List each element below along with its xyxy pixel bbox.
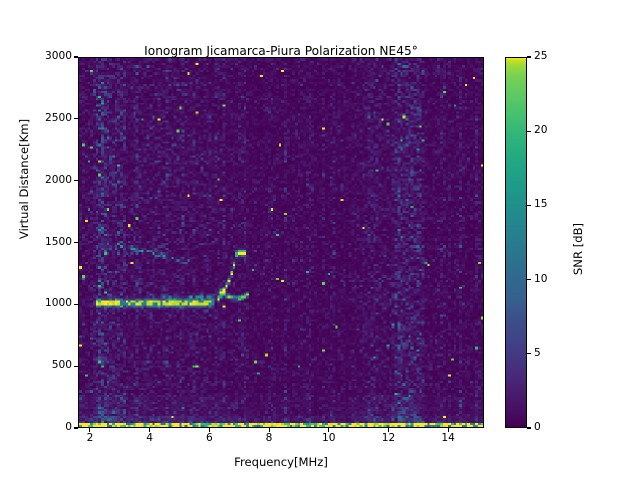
x-tick-mark <box>89 428 91 432</box>
colorbar-tick-label: 5 <box>534 346 541 359</box>
colorbar-tick-label: 0 <box>534 421 541 433</box>
y-tick-label: 2500 <box>45 111 72 124</box>
x-tick-mark <box>149 428 151 432</box>
y-tick-mark <box>74 427 78 429</box>
x-tick-mark <box>387 428 389 432</box>
y-tick-mark <box>74 365 78 367</box>
y-axis-label: Virtual Distance[Km] <box>17 118 31 240</box>
colorbar-tick-mark <box>527 353 531 355</box>
y-tick-mark <box>74 118 78 120</box>
x-tick-label: 4 <box>146 432 154 444</box>
y-tick-mark <box>74 241 78 244</box>
colorbar-tick-mark <box>527 56 531 58</box>
plot-axes <box>78 57 484 428</box>
x-tick-label: 2 <box>86 432 94 444</box>
colorbar-tick-label: 20 <box>534 124 548 137</box>
colorbar-tick-mark <box>527 204 531 206</box>
colorbar-tick-label: 15 <box>534 198 548 211</box>
y-tick-mark <box>74 303 78 305</box>
colorbar-tick-label: 10 <box>534 272 548 285</box>
colorbar-tick-label: 25 <box>534 50 548 62</box>
x-tick-mark <box>268 428 270 432</box>
x-tick-label: 10 <box>322 432 336 444</box>
x-tick-mark <box>447 428 449 432</box>
figure-title-line-1: Ionogram Jicamarca-Piura Polarization NE… <box>144 44 418 58</box>
x-tick-label: 12 <box>381 432 396 444</box>
y-tick-label: 0 <box>65 421 72 433</box>
x-axis-label: Frequency[MHz] <box>234 455 328 469</box>
x-tick-label: 6 <box>205 432 213 444</box>
ionogram-heatmap <box>79 58 483 427</box>
y-tick-mark <box>74 56 78 58</box>
x-tick-label: 14 <box>441 432 455 444</box>
colorbar-label: SNR [dB] <box>571 222 585 276</box>
x-tick-mark <box>208 428 210 432</box>
colorbar-tick-mark <box>527 130 531 132</box>
colorbar-tick-mark <box>527 427 531 429</box>
x-tick-label: 8 <box>265 432 273 444</box>
y-tick-mark <box>74 180 78 182</box>
y-tick-label: 1500 <box>45 235 72 248</box>
colorbar <box>505 57 527 428</box>
y-tick-label: 500 <box>51 359 72 372</box>
y-tick-label: 3000 <box>45 50 72 62</box>
x-tick-mark <box>328 428 330 432</box>
y-tick-label: 1000 <box>45 297 72 310</box>
y-tick-label: 2000 <box>45 173 72 186</box>
colorbar-tick-mark <box>527 279 531 281</box>
